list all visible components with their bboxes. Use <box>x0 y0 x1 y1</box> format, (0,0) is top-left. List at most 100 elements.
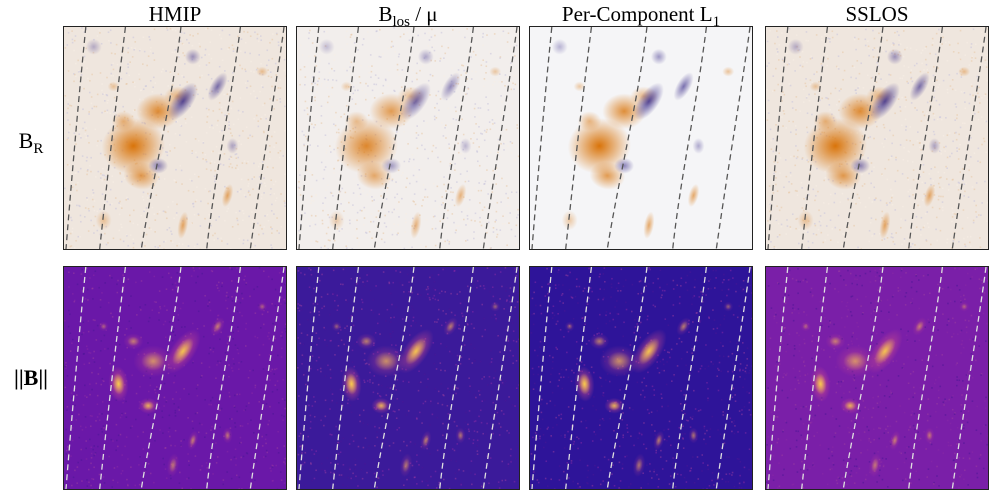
contour-line <box>332 267 360 489</box>
field-blob <box>226 138 239 154</box>
row-label-field-magnitude: ||B|| <box>13 365 49 390</box>
contour-line <box>801 267 829 489</box>
field-blob <box>402 458 410 473</box>
contour-line <box>65 267 87 489</box>
field-blob <box>722 66 735 77</box>
contour-line <box>99 27 127 249</box>
field-blob <box>573 81 586 92</box>
field-blob <box>567 118 631 174</box>
field-blob <box>870 82 900 121</box>
column-title-blos-over-mu: Blos / μ <box>378 2 438 30</box>
field-blob <box>926 430 933 441</box>
column-title-per-component-l1: Per-Component L1 <box>561 2 721 30</box>
field-blob <box>850 157 871 174</box>
field-blob <box>607 351 632 371</box>
contour-line <box>373 267 415 489</box>
field-blob <box>492 303 499 310</box>
contour-line <box>249 267 285 489</box>
contour-line <box>482 267 518 489</box>
panel-br-blos-over-mu <box>296 26 520 250</box>
field-blob <box>95 210 112 231</box>
field-blob <box>635 458 643 473</box>
contour-line <box>715 267 751 489</box>
field-blob <box>85 38 102 55</box>
field-blob <box>802 323 809 330</box>
field-blob <box>643 211 655 239</box>
field-blob <box>614 157 635 174</box>
field-blob <box>844 400 857 411</box>
field-blob <box>417 48 434 65</box>
field-blob <box>961 303 968 310</box>
contour-line <box>715 27 751 249</box>
field-blob <box>650 48 667 65</box>
field-blob <box>551 38 568 55</box>
contour-line <box>951 267 987 489</box>
field-blob <box>340 81 353 92</box>
field-blob <box>410 211 422 239</box>
contour-line <box>767 267 789 489</box>
field-blob <box>692 138 705 154</box>
field-blob <box>489 66 502 77</box>
field-blob <box>440 72 461 101</box>
contour-line <box>531 267 553 489</box>
panel-bmag-sslos <box>765 266 989 490</box>
contour-line <box>298 267 320 489</box>
contour-line <box>298 27 320 249</box>
contour-line <box>606 267 648 489</box>
field-blob <box>797 210 814 231</box>
field-blob <box>923 183 936 208</box>
column-title-hmip: HMIP <box>148 2 202 26</box>
contour-line <box>206 267 242 489</box>
field-blob <box>446 321 455 332</box>
field-blob <box>127 336 140 347</box>
field-blob <box>111 111 136 132</box>
field-blob <box>112 373 125 395</box>
contour-line <box>842 267 884 489</box>
field-blob <box>909 72 930 101</box>
field-blob <box>141 351 166 371</box>
field-blob <box>142 400 155 411</box>
field-blob <box>566 323 573 330</box>
field-blob <box>213 321 222 332</box>
field-blob <box>608 400 621 411</box>
field-blob <box>787 38 804 55</box>
panel-bmag-blos-over-mu <box>296 266 520 490</box>
contour-line <box>206 27 242 249</box>
contour-line <box>249 27 285 249</box>
field-blob <box>148 157 169 174</box>
field-blob <box>725 303 732 310</box>
field-blob <box>381 157 402 174</box>
field-blob <box>871 458 879 473</box>
contour-line <box>672 27 708 249</box>
field-blob <box>457 430 464 441</box>
contour-line <box>565 27 593 249</box>
field-blob <box>879 211 891 239</box>
field-blob <box>915 321 924 332</box>
field-blob <box>578 373 591 395</box>
contour-line <box>140 267 182 489</box>
column-title-sslos: SSLOS <box>845 2 909 26</box>
field-blob <box>374 351 399 371</box>
contour-line <box>908 267 944 489</box>
panel-br-per-component-l1 <box>529 26 753 250</box>
field-blob <box>422 434 430 447</box>
field-blob <box>561 210 578 231</box>
field-blob <box>184 48 201 65</box>
field-blob <box>345 373 358 395</box>
field-blob <box>958 66 971 77</box>
field-blob <box>809 81 822 92</box>
panel-br-hmip <box>63 26 287 250</box>
field-blob <box>101 118 165 174</box>
contour-line <box>439 267 475 489</box>
field-blob <box>459 138 472 154</box>
panel-bmag-per-component-l1 <box>529 266 753 490</box>
field-blob <box>177 211 189 239</box>
contour-line <box>767 27 789 249</box>
field-blob <box>360 336 373 347</box>
contour-line <box>908 27 944 249</box>
contour-line <box>140 27 182 249</box>
field-blob <box>813 111 838 132</box>
field-blob <box>679 321 688 332</box>
field-blob <box>843 351 868 371</box>
field-blob <box>886 48 903 65</box>
